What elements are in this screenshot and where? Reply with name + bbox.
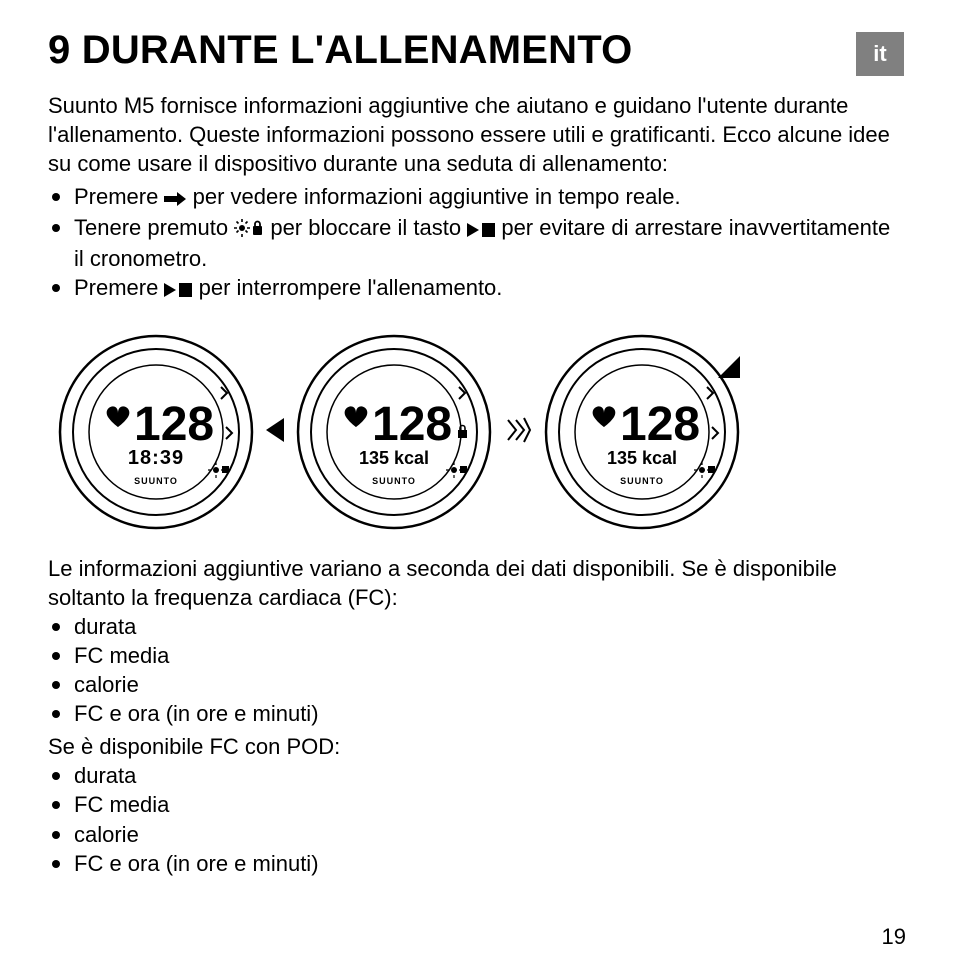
list-item: durata bbox=[48, 612, 904, 641]
svg-text:128: 128 bbox=[620, 398, 700, 451]
list-item: calorie bbox=[48, 820, 904, 849]
text-fragment: Premere bbox=[74, 275, 164, 300]
fc-list: durata FC media calorie FC e ora (in ore… bbox=[48, 612, 904, 728]
svg-text:18:39: 18:39 bbox=[128, 447, 184, 469]
hold-indicator-icon bbox=[504, 416, 532, 449]
text-fragment: per interrompere l'allenamento. bbox=[199, 275, 503, 300]
svg-text:SUUNTO: SUUNTO bbox=[620, 476, 664, 486]
paragraph: Se è disponibile FC con POD: bbox=[48, 732, 904, 761]
play-stop-icon bbox=[164, 275, 192, 304]
list-item: durata bbox=[48, 761, 904, 790]
svg-text:135 kcal: 135 kcal bbox=[607, 448, 677, 468]
list-item: FC e ora (in ore e minuti) bbox=[48, 699, 904, 728]
instruction-item: Tenere premuto per bloccare il tasto per… bbox=[48, 213, 904, 273]
list-item: FC media bbox=[48, 790, 904, 819]
watch-illustration-row: 128 18:39 SUUNTO 128 135 kcal SUUNTO bbox=[56, 332, 904, 532]
svg-text:SUUNTO: SUUNTO bbox=[134, 476, 178, 486]
text-fragment: Premere bbox=[74, 184, 164, 209]
instruction-item: Premere per vedere informazioni aggiunti… bbox=[48, 182, 904, 213]
arrow-right-icon bbox=[164, 184, 186, 213]
watch-face: 128 135 kcal SUUNTO bbox=[542, 332, 742, 532]
svg-text:135 kcal: 135 kcal bbox=[359, 448, 429, 468]
language-badge: it bbox=[856, 32, 904, 76]
instruction-list: Premere per vedere informazioni aggiunti… bbox=[48, 182, 904, 304]
list-item: FC media bbox=[48, 641, 904, 670]
svg-text:128: 128 bbox=[372, 398, 452, 451]
intro-paragraph: Suunto M5 fornisce informazioni aggiunti… bbox=[48, 91, 904, 178]
play-stop-icon bbox=[467, 215, 495, 244]
page-heading: 9 DURANTE L'ALLENAMENTO bbox=[48, 28, 632, 73]
paragraph: Le informazioni aggiuntive variano a sec… bbox=[48, 554, 904, 612]
instruction-item: Premere per interrompere l'allenamento. bbox=[48, 273, 904, 304]
text-fragment: per bloccare il tasto bbox=[270, 215, 467, 240]
list-item: FC e ora (in ore e minuti) bbox=[48, 849, 904, 878]
text-fragment: Tenere premuto bbox=[74, 215, 234, 240]
pod-list: durata FC media calorie FC e ora (in ore… bbox=[48, 761, 904, 877]
light-lock-icon bbox=[234, 215, 264, 244]
watch-face: 128 135 kcal SUUNTO bbox=[294, 332, 494, 532]
svg-text:128: 128 bbox=[134, 398, 214, 451]
watch-face: 128 18:39 SUUNTO bbox=[56, 332, 256, 532]
svg-text:SUUNTO: SUUNTO bbox=[372, 476, 416, 486]
text-fragment: per vedere informazioni aggiuntive in te… bbox=[193, 184, 681, 209]
left-triangle-icon bbox=[266, 418, 284, 447]
page-number: 19 bbox=[882, 924, 906, 950]
list-item: calorie bbox=[48, 670, 904, 699]
